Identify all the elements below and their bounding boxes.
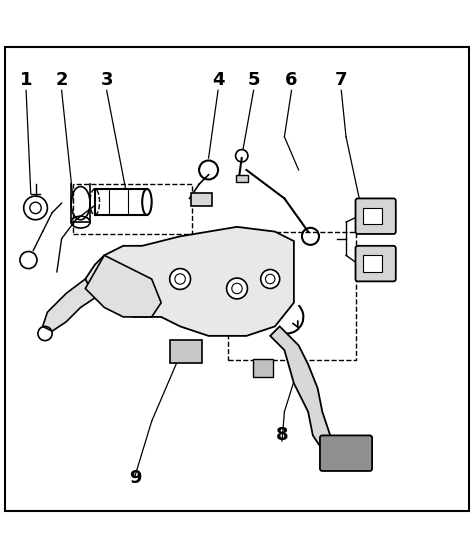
FancyBboxPatch shape bbox=[356, 246, 396, 281]
Polygon shape bbox=[85, 256, 161, 317]
Text: 7: 7 bbox=[335, 71, 347, 89]
Text: 1: 1 bbox=[20, 71, 32, 89]
Polygon shape bbox=[43, 279, 95, 331]
Circle shape bbox=[227, 278, 247, 299]
Text: 2: 2 bbox=[55, 71, 68, 89]
FancyBboxPatch shape bbox=[253, 359, 273, 377]
FancyBboxPatch shape bbox=[5, 47, 469, 511]
Polygon shape bbox=[270, 326, 341, 454]
FancyBboxPatch shape bbox=[191, 193, 212, 206]
Circle shape bbox=[261, 270, 280, 288]
Text: 4: 4 bbox=[212, 71, 224, 89]
Text: 8: 8 bbox=[276, 426, 288, 444]
FancyBboxPatch shape bbox=[363, 208, 382, 224]
FancyBboxPatch shape bbox=[356, 199, 396, 234]
FancyBboxPatch shape bbox=[170, 340, 202, 363]
Text: 5: 5 bbox=[247, 71, 260, 89]
Text: 3: 3 bbox=[100, 71, 113, 89]
FancyBboxPatch shape bbox=[363, 256, 382, 272]
Polygon shape bbox=[85, 227, 294, 336]
FancyBboxPatch shape bbox=[320, 435, 372, 471]
FancyBboxPatch shape bbox=[236, 175, 248, 182]
Text: 6: 6 bbox=[285, 71, 298, 89]
Text: 9: 9 bbox=[129, 469, 141, 487]
Ellipse shape bbox=[142, 189, 152, 215]
Circle shape bbox=[170, 268, 191, 290]
